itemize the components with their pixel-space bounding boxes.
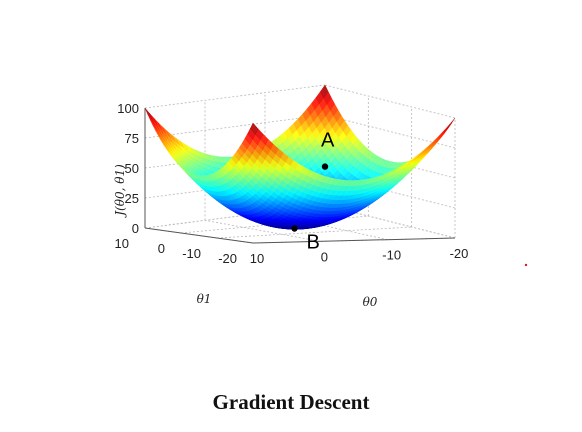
- z-tick-label: 75: [125, 131, 139, 146]
- point-a-marker: [322, 163, 328, 169]
- x-tick-label: 0: [321, 249, 328, 264]
- y-tick-label: -10: [182, 246, 201, 261]
- z-axis-label: J(θ0, θ1): [113, 164, 127, 219]
- z-tick-label: 100: [117, 101, 139, 116]
- y-tick-label: 10: [115, 236, 129, 251]
- point-a-label: A: [321, 130, 335, 152]
- point-b-marker: [291, 225, 297, 231]
- grid-line: [325, 85, 455, 118]
- surface-patch: [437, 130, 445, 140]
- surface-patch: [145, 108, 152, 120]
- grid-line: [145, 85, 325, 108]
- y-tick-label: -20: [218, 251, 237, 266]
- x-tick-label: -10: [382, 248, 401, 263]
- figure-caption: Gradient Descent: [0, 390, 582, 415]
- x-tick-label: -20: [450, 246, 469, 261]
- point-b-label: B: [307, 232, 320, 254]
- x-tick-label: 10: [250, 251, 264, 266]
- red-dot-artifact: [525, 264, 527, 266]
- x-axis-label: θ0: [363, 295, 378, 309]
- y-axis-label: θ1: [197, 292, 212, 306]
- axis-line: [253, 238, 455, 243]
- y-tick-label: 0: [158, 241, 165, 256]
- z-tick-label: 0: [132, 221, 139, 236]
- cost-surface: [145, 85, 455, 229]
